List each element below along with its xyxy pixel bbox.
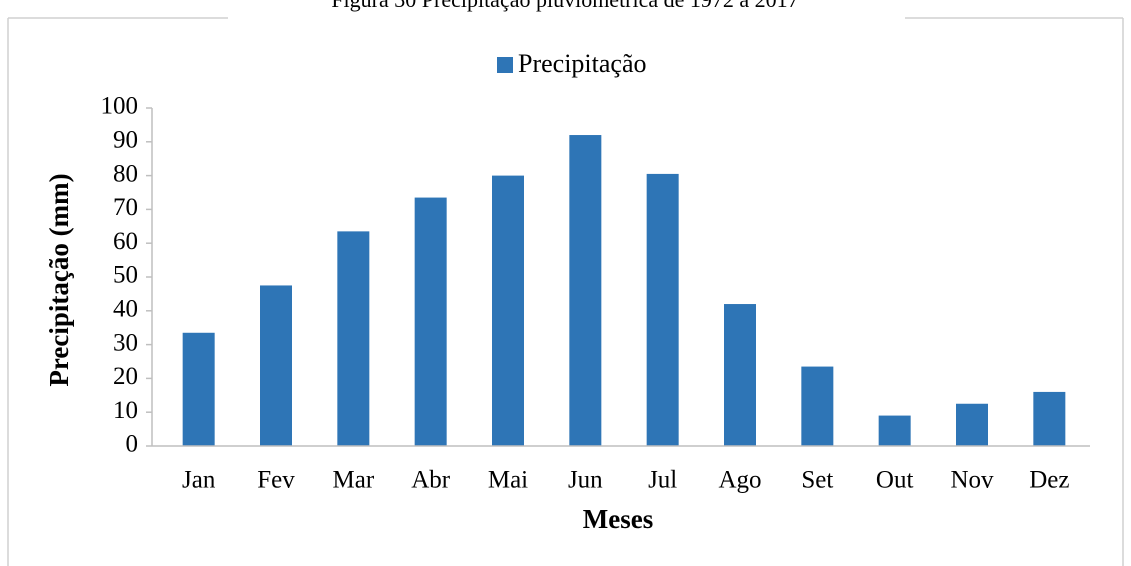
x-tick-label: Jan <box>182 467 216 494</box>
x-tick-label: Ago <box>718 467 761 494</box>
y-tick-label: 90 <box>113 127 138 154</box>
bar <box>337 231 370 446</box>
x-tick-label: Abr <box>411 467 451 494</box>
caption: Figura 30 Precipitação pluviométrica de … <box>331 0 798 12</box>
bar <box>492 175 524 446</box>
bar <box>878 415 911 446</box>
y-tick-label: 60 <box>113 228 138 255</box>
y-tick-label: 30 <box>113 329 138 356</box>
y-tick-label: 40 <box>113 296 138 323</box>
y-tick-label: 0 <box>126 431 139 458</box>
y-tick-label: 20 <box>113 363 138 390</box>
x-tick-label: Jun <box>568 467 603 494</box>
x-tick-label: Jul <box>648 467 677 494</box>
y-tick-label: 100 <box>101 93 139 120</box>
bar <box>414 197 447 446</box>
x-tick-label: Mai <box>488 467 528 494</box>
chart-border <box>7 17 1124 566</box>
x-tick-label: Fev <box>257 467 295 494</box>
bar <box>956 403 988 446</box>
y-tick-label: 80 <box>113 160 138 187</box>
y-tick-label: 50 <box>113 262 138 289</box>
bar <box>724 304 756 446</box>
legend-swatch <box>497 57 513 73</box>
y-axis-title: Precipitação (mm) <box>44 173 74 386</box>
legend-label: Precipitação <box>518 49 647 78</box>
y-tick-label: 10 <box>113 397 138 424</box>
x-axis-title: Meses <box>583 504 653 534</box>
bar <box>182 332 215 446</box>
bar <box>801 366 834 446</box>
bar <box>569 135 602 447</box>
bar <box>646 173 679 446</box>
bar <box>1033 391 1066 446</box>
bar <box>260 285 292 446</box>
x-tick-label: Nov <box>950 467 994 494</box>
y-tick-label: 70 <box>113 194 138 221</box>
x-tick-label: Out <box>876 467 914 494</box>
x-tick-label: Mar <box>333 467 375 494</box>
x-tick-label: Set <box>801 467 833 494</box>
x-tick-label: Dez <box>1029 467 1069 494</box>
